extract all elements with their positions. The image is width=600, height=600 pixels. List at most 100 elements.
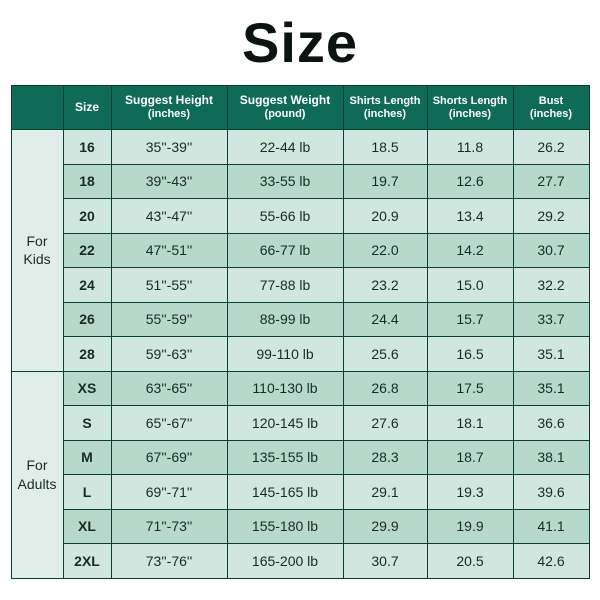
shirts-cell: 29.1 [343,475,427,510]
height-cell: 43''-47'' [111,199,227,234]
bust-cell: 30.7 [513,233,589,268]
shirts-cell: 23.2 [343,268,427,303]
weight-cell: 77-88 lb [227,268,343,303]
shorts-cell: 11.8 [427,130,513,165]
size-cell: 22 [63,233,111,268]
table-row: M67''-69''135-155 lb28.318.738.1 [11,440,589,475]
shirts-cell: 20.9 [343,199,427,234]
size-cell: L [63,475,111,510]
shorts-cell: 12.6 [427,164,513,199]
shorts-cell: 13.4 [427,199,513,234]
header-height-label: Suggest Height [125,93,213,107]
shirts-cell: 28.3 [343,440,427,475]
page-title: Size [242,10,358,75]
bust-cell: 33.7 [513,302,589,337]
bust-cell: 26.2 [513,130,589,165]
height-cell: 39''-43'' [111,164,227,199]
height-cell: 71''-73'' [111,509,227,544]
header-size: Size [63,86,111,130]
height-cell: 69''-71'' [111,475,227,510]
size-cell: 18 [63,164,111,199]
shorts-cell: 14.2 [427,233,513,268]
height-cell: 55''-59'' [111,302,227,337]
bust-cell: 39.6 [513,475,589,510]
table-body: ForKids1635''-39''22-44 lb18.511.826.218… [11,130,589,579]
size-cell: S [63,406,111,441]
shirts-cell: 19.7 [343,164,427,199]
bust-cell: 35.1 [513,337,589,372]
bust-cell: 27.7 [513,164,589,199]
bust-cell: 38.1 [513,440,589,475]
size-table: Size Suggest Height (inches) Suggest Wei… [11,85,590,579]
height-cell: 35''-39'' [111,130,227,165]
bust-cell: 32.2 [513,268,589,303]
size-cell: 2XL [63,544,111,579]
shorts-cell: 20.5 [427,544,513,579]
header-shorts-unit: (inches) [430,108,511,121]
table-row: L69''-71''145-165 lb29.119.339.6 [11,475,589,510]
shorts-cell: 15.0 [427,268,513,303]
height-cell: 65''-67'' [111,406,227,441]
header-shirts-label: Shirts Length [350,95,421,107]
header-bust-unit: (inches) [516,108,587,121]
height-cell: 67''-69'' [111,440,227,475]
height-cell: 73''-76'' [111,544,227,579]
header-weight-label: Suggest Weight [240,93,330,107]
size-chart-container: Size Size Suggest Height (inches) Sugges… [0,0,600,600]
header-shorts-label: Shorts Length [433,95,508,107]
header-bust-label: Bust [539,95,563,107]
size-cell: XL [63,509,111,544]
shirts-cell: 29.9 [343,509,427,544]
header-height: Suggest Height (inches) [111,86,227,130]
shorts-cell: 19.9 [427,509,513,544]
group-label-line2: Adults [18,476,57,492]
size-cell: XS [63,371,111,406]
bust-cell: 35.1 [513,371,589,406]
shirts-cell: 22.0 [343,233,427,268]
weight-cell: 110-130 lb [227,371,343,406]
shirts-cell: 25.6 [343,337,427,372]
table-row: 2859''-63''99-110 lb25.616.535.1 [11,337,589,372]
weight-cell: 99-110 lb [227,337,343,372]
group-cell: ForAdults [11,371,63,578]
header-shorts: Shorts Length (inches) [427,86,513,130]
size-cell: M [63,440,111,475]
header-height-unit: (inches) [114,108,225,121]
table-row: 2655''-59''88-99 lb24.415.733.7 [11,302,589,337]
table-row: ForKids1635''-39''22-44 lb18.511.826.2 [11,130,589,165]
shorts-cell: 19.3 [427,475,513,510]
shirts-cell: 26.8 [343,371,427,406]
table-row: ForAdultsXS63''-65''110-130 lb26.817.535… [11,371,589,406]
header-group [11,86,63,130]
table-row: 2XL73''-76''165-200 lb30.720.542.6 [11,544,589,579]
shorts-cell: 18.7 [427,440,513,475]
size-cell: 28 [63,337,111,372]
height-cell: 59''-63'' [111,337,227,372]
weight-cell: 120-145 lb [227,406,343,441]
size-cell: 24 [63,268,111,303]
header-row: Size Suggest Height (inches) Suggest Wei… [11,86,589,130]
weight-cell: 155-180 lb [227,509,343,544]
header-weight-unit: (pound) [230,108,341,121]
table-row: 1839''-43''33-55 lb19.712.627.7 [11,164,589,199]
header-shirts-unit: (inches) [346,108,425,121]
size-cell: 16 [63,130,111,165]
shorts-cell: 15.7 [427,302,513,337]
group-cell: ForKids [11,130,63,372]
size-cell: 26 [63,302,111,337]
bust-cell: 41.1 [513,509,589,544]
bust-cell: 29.2 [513,199,589,234]
weight-cell: 33-55 lb [227,164,343,199]
group-label-line1: For [27,233,48,249]
weight-cell: 88-99 lb [227,302,343,337]
shirts-cell: 18.5 [343,130,427,165]
height-cell: 47''-51'' [111,233,227,268]
table-row: 2043''-47''55-66 lb20.913.429.2 [11,199,589,234]
weight-cell: 22-44 lb [227,130,343,165]
shorts-cell: 17.5 [427,371,513,406]
weight-cell: 66-77 lb [227,233,343,268]
table-row: 2247''-51''66-77 lb22.014.230.7 [11,233,589,268]
header-shirts: Shirts Length (inches) [343,86,427,130]
height-cell: 51''-55'' [111,268,227,303]
header-weight: Suggest Weight (pound) [227,86,343,130]
